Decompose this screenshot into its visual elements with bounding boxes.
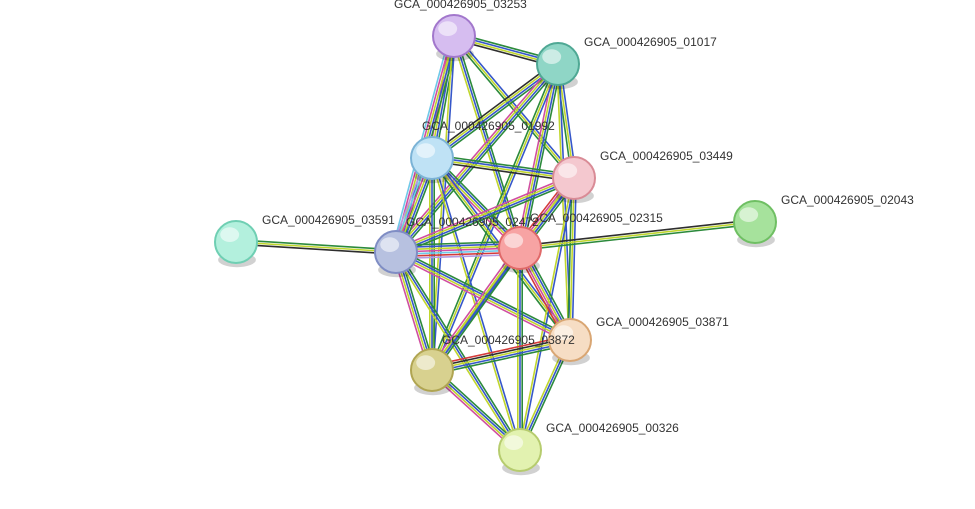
node-circle[interactable] — [411, 137, 453, 179]
node-highlight — [739, 207, 758, 222]
node-highlight — [558, 163, 577, 178]
node-highlight — [220, 227, 239, 242]
node-n03872[interactable] — [411, 349, 453, 395]
edge-neighborhood — [236, 240, 396, 250]
node-circle[interactable] — [411, 349, 453, 391]
node-n00326[interactable] — [499, 429, 541, 475]
edge-coexpression — [236, 244, 396, 254]
node-label: GCA_000426905_02472 — [406, 215, 539, 229]
node-n02315[interactable] — [499, 227, 541, 273]
labels-layer: GCA_000426905_03253 GCA_000426905_01017 GC… — [262, 0, 914, 435]
node-label: GCA_000426905_01992 — [422, 119, 555, 133]
node-n02472[interactable] — [375, 231, 417, 277]
network-graph: GCA_000426905_03253 GCA_000426905_01017 GC… — [0, 0, 975, 509]
node-n03591[interactable] — [215, 221, 257, 267]
node-circle[interactable] — [499, 227, 541, 269]
node-n03253[interactable] — [433, 15, 475, 61]
node-circle[interactable] — [553, 157, 595, 199]
node-n01992[interactable] — [411, 137, 453, 183]
node-circle[interactable] — [734, 201, 776, 243]
node-n01017[interactable] — [537, 43, 579, 89]
node-label: GCA_000426905_03591 — [262, 213, 395, 227]
node-highlight — [504, 233, 523, 248]
node-label: GCA_000426905_03871 — [596, 315, 729, 329]
node-label: GCA_000426905_02043 — [781, 193, 914, 207]
node-n03449[interactable] — [553, 157, 595, 203]
node-highlight — [438, 21, 457, 36]
node-highlight — [416, 143, 435, 158]
node-circle[interactable] — [375, 231, 417, 273]
node-circle[interactable] — [215, 221, 257, 263]
node-circle[interactable] — [537, 43, 579, 85]
edge-textmining — [520, 222, 755, 248]
node-label: GCA_000426905_00326 — [546, 421, 679, 435]
node-label: GCA_000426905_02315 — [530, 211, 663, 225]
node-label: GCA_000426905_01017 — [584, 35, 717, 49]
node-highlight — [416, 355, 435, 370]
edges-layer — [236, 33, 755, 453]
node-label: GCA_000426905_03449 — [600, 149, 733, 163]
edge-textmining — [236, 242, 396, 252]
node-label: GCA_000426905_03253 — [394, 0, 527, 11]
edge-neighborhood — [520, 224, 755, 250]
node-highlight — [380, 237, 399, 252]
node-n02043[interactable] — [734, 201, 776, 247]
node-highlight — [504, 435, 523, 450]
node-circle[interactable] — [433, 15, 475, 57]
node-highlight — [542, 49, 561, 64]
node-label: GCA_000426905_03872 — [442, 333, 575, 347]
node-circle[interactable] — [499, 429, 541, 471]
